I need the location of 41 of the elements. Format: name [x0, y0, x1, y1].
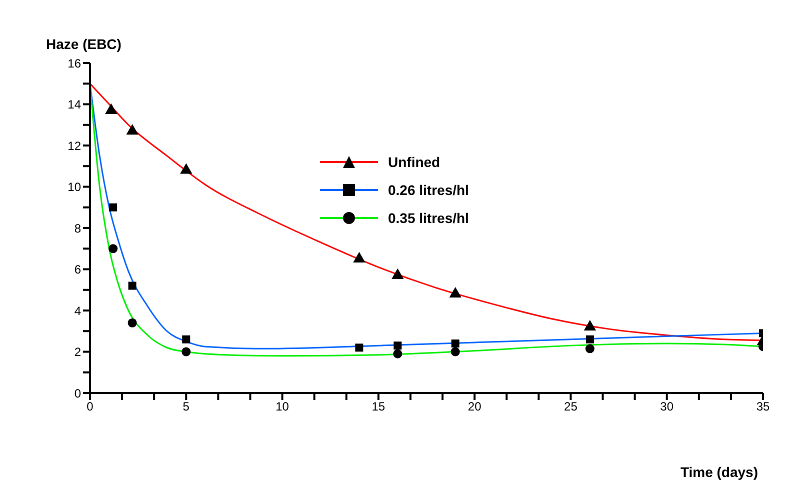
point	[126, 124, 138, 135]
x-tick-label: 0	[86, 400, 94, 414]
point	[449, 286, 462, 298]
x-tick-label: 20	[468, 400, 482, 414]
point	[450, 347, 460, 356]
y-tick-label: 10	[68, 180, 82, 194]
point	[451, 340, 460, 348]
point	[180, 163, 192, 174]
point	[585, 344, 594, 354]
legend-label: 0.35 litres/hl	[388, 210, 469, 226]
point	[392, 268, 404, 279]
point	[105, 103, 118, 114]
point	[182, 347, 191, 356]
point	[109, 203, 118, 212]
point	[394, 342, 402, 350]
x-tick-label: 5	[182, 400, 190, 414]
legend-label: Unfined	[388, 154, 440, 170]
y-tick-label: 16	[68, 56, 82, 70]
point	[353, 252, 366, 262]
y-tick-label: 14	[68, 98, 82, 112]
point	[182, 335, 190, 344]
point	[128, 282, 136, 290]
x-axis-title: Time (days)	[680, 464, 758, 480]
x-tick-label: 30	[660, 400, 674, 414]
point	[586, 335, 594, 344]
x-tick-label: 15	[372, 400, 386, 414]
y-tick-label: 0	[74, 386, 82, 400]
legend-label: 0.26 litres/hl	[388, 182, 469, 198]
point	[128, 318, 137, 328]
point	[393, 349, 402, 358]
x-tick-label: 10	[276, 400, 290, 414]
x-tick-label: 35	[756, 400, 770, 414]
y-tick-label: 4	[74, 304, 82, 318]
y-tick-label: 6	[74, 262, 82, 277]
point	[355, 344, 364, 352]
point	[108, 244, 118, 254]
x-tick-label: 25	[564, 400, 578, 414]
y-axis-title: Haze (EBC)	[46, 36, 122, 52]
y-tick-label: 8	[74, 221, 82, 236]
y-tick-label: 2	[74, 345, 82, 360]
y-tick-label: 12	[68, 138, 82, 153]
